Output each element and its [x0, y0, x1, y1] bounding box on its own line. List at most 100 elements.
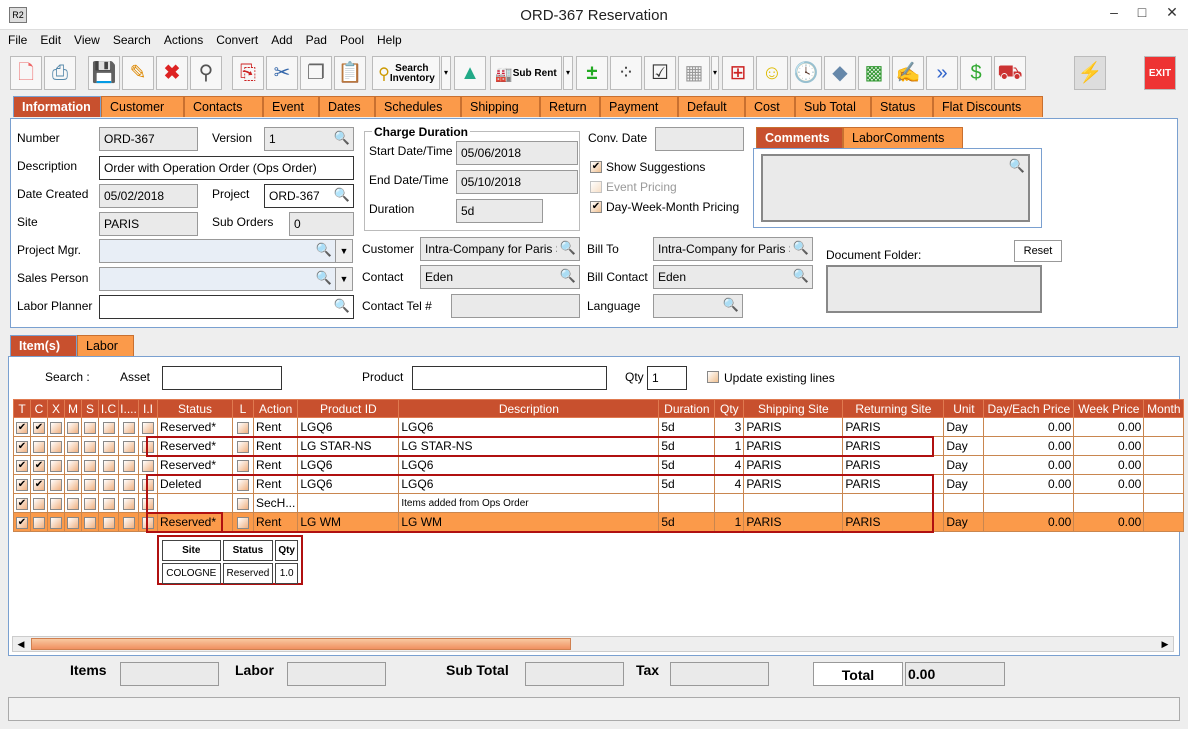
print-icon[interactable]: ⎙	[44, 56, 76, 90]
unit-cell[interactable]: Day	[943, 455, 985, 475]
description-cell[interactable]: LG WM	[398, 512, 660, 532]
column-header[interactable]: I.C	[98, 399, 119, 418]
qty-cell[interactable]: 3	[714, 417, 745, 437]
row-checkbox[interactable]	[142, 478, 154, 491]
paste-icon[interactable]: 📋	[334, 56, 366, 90]
labor-planner-field[interactable]: 🔍	[99, 295, 354, 319]
sales-person-field[interactable]: 🔍 ▼	[99, 267, 353, 291]
row-checkbox[interactable]	[102, 440, 115, 453]
shipping-site-cell[interactable]: PARIS	[743, 512, 844, 532]
column-header[interactable]: Returning Site	[842, 399, 945, 418]
bill-contact-field[interactable]: Eden 🔍	[653, 265, 813, 289]
action-cell[interactable]: Rent	[252, 417, 299, 437]
week-price-cell[interactable]: 0.00	[1073, 455, 1145, 475]
table-row[interactable]: ✔ ✔ Reserved* Rent LGQ6 LGQ6 5d 3 PARIS PARIS Day 0…	[13, 417, 1185, 437]
qty-cell[interactable]	[714, 493, 745, 513]
row-checkbox[interactable]: ✔	[16, 516, 28, 529]
menu-view[interactable]: View	[74, 33, 100, 47]
menu-pad[interactable]: Pad	[305, 33, 327, 47]
l-checkbox[interactable]	[237, 516, 249, 529]
row-checkbox[interactable]	[102, 459, 115, 472]
column-header[interactable]: I....	[118, 399, 139, 418]
status-cell[interactable]: Reserved*	[157, 512, 233, 532]
checklist-icon[interactable]: ☑	[644, 56, 676, 90]
action-cell[interactable]: SecH...	[252, 493, 299, 513]
group-icon[interactable]: ⁘	[610, 56, 642, 90]
save-icon[interactable]: 💾	[88, 56, 120, 90]
row-checkbox[interactable]	[67, 440, 79, 453]
add-remove-icon[interactable]: ±	[576, 56, 608, 90]
row-checkbox[interactable]	[67, 497, 79, 510]
exit-button[interactable]: EXIT	[1144, 56, 1176, 90]
menu-convert[interactable]: Convert	[216, 33, 259, 47]
table-row[interactable]: ✔ ✔ Reserved* Rent LGQ6 LGQ6 5d 4 PARIS PARIS Day 0…	[13, 455, 1185, 475]
month-price-cell[interactable]	[1143, 455, 1185, 475]
customer-field[interactable]: Intra-Company for Paris Site🔍	[420, 237, 580, 261]
tab-customer[interactable]: Customer	[101, 96, 184, 117]
menu-edit[interactable]: Edit	[40, 33, 62, 47]
unit-cell[interactable]: Day	[943, 417, 985, 437]
action-cell[interactable]: Rent	[252, 474, 299, 494]
close-button[interactable]: ✕	[1166, 4, 1178, 20]
truck-icon[interactable]: ⛟	[994, 56, 1026, 90]
row-checkbox[interactable]	[142, 440, 154, 453]
row-checkbox[interactable]	[50, 478, 62, 491]
day-price-cell[interactable]: 0.00	[983, 436, 1075, 456]
row-checkbox[interactable]	[102, 516, 115, 529]
binoculars-icon[interactable]: ⚲	[190, 56, 222, 90]
description-cell[interactable]: LG STAR-NS	[398, 436, 660, 456]
asset-input[interactable]	[162, 366, 282, 390]
qty-cell[interactable]: 1	[714, 436, 745, 456]
column-header[interactable]: Day/Each Price	[983, 399, 1075, 418]
search-icon[interactable]: 🔍	[333, 130, 350, 145]
product-input[interactable]	[412, 366, 607, 390]
unit-cell[interactable]: Day	[943, 474, 985, 494]
scrollbar-thumb[interactable]	[31, 638, 571, 650]
bill-to-field[interactable]: Intra-Company for Paris Site🔍	[653, 237, 813, 261]
chevron-down-icon[interactable]: ▼	[335, 239, 353, 263]
description-field[interactable]: Order with Operation Order (Ops Order)	[99, 156, 354, 180]
project-field[interactable]: ORD-367 🔍	[264, 184, 354, 208]
tab-comments[interactable]: Comments	[756, 127, 843, 148]
week-price-cell[interactable]: 0.00	[1073, 512, 1145, 532]
smiley-icon[interactable]: ☺	[756, 56, 788, 90]
qty-cell[interactable]: 1	[714, 512, 745, 532]
action-cell[interactable]: Rent	[252, 436, 299, 456]
tab-contacts[interactable]: Contacts	[184, 96, 263, 117]
show-suggestions-checkbox[interactable]: ✔	[590, 161, 602, 173]
status-cell[interactable]	[157, 493, 233, 513]
row-checkbox[interactable]	[50, 497, 62, 510]
day-price-cell[interactable]: 0.00	[983, 474, 1075, 494]
table-row[interactable]: ✔ Reserved* Rent LG STAR-NS LG STAR-NS 5d 1 PAR…	[13, 436, 1185, 456]
tab-shipping[interactable]: Shipping	[461, 96, 540, 117]
row-checkbox[interactable]: ✔	[16, 459, 28, 472]
menu-actions[interactable]: Actions	[163, 33, 204, 47]
tab-labor-comments[interactable]: LaborComments	[843, 127, 963, 148]
search-icon[interactable]: 🔍	[333, 187, 350, 202]
row-checkbox[interactable]	[122, 421, 135, 434]
eraser-icon[interactable]: ◆	[824, 56, 856, 90]
duration-cell[interactable]: 5d	[658, 436, 716, 456]
version-field[interactable]: 1 🔍	[264, 127, 354, 151]
column-header[interactable]: Status	[157, 399, 233, 418]
week-price-cell[interactable]	[1073, 493, 1145, 513]
qty-cell[interactable]: 4	[714, 474, 745, 494]
status-cell[interactable]: Reserved*	[157, 417, 233, 437]
returning-site-cell[interactable]: PARIS	[842, 474, 945, 494]
month-price-cell[interactable]	[1143, 493, 1185, 513]
tab-schedules[interactable]: Schedules	[375, 96, 461, 117]
sub-rent-dropdown[interactable]: ▾	[563, 56, 573, 90]
search-icon[interactable]: 🔍	[559, 240, 576, 255]
row-checkbox[interactable]	[84, 440, 96, 453]
description-cell[interactable]: Items added from Ops Order	[398, 493, 660, 513]
row-checkbox[interactable]	[122, 497, 135, 510]
row-checkbox[interactable]	[142, 516, 154, 529]
duration-cell[interactable]	[658, 493, 716, 513]
search-icon[interactable]: 🔍	[1008, 158, 1025, 173]
maximize-button[interactable]: □	[1137, 4, 1147, 20]
l-checkbox[interactable]	[237, 421, 249, 434]
cubes-icon[interactable]: ▩	[858, 56, 890, 90]
description-cell[interactable]: LGQ6	[398, 417, 660, 437]
row-checkbox[interactable]: ✔	[33, 459, 45, 472]
column-header[interactable]: Week Price	[1073, 399, 1145, 418]
